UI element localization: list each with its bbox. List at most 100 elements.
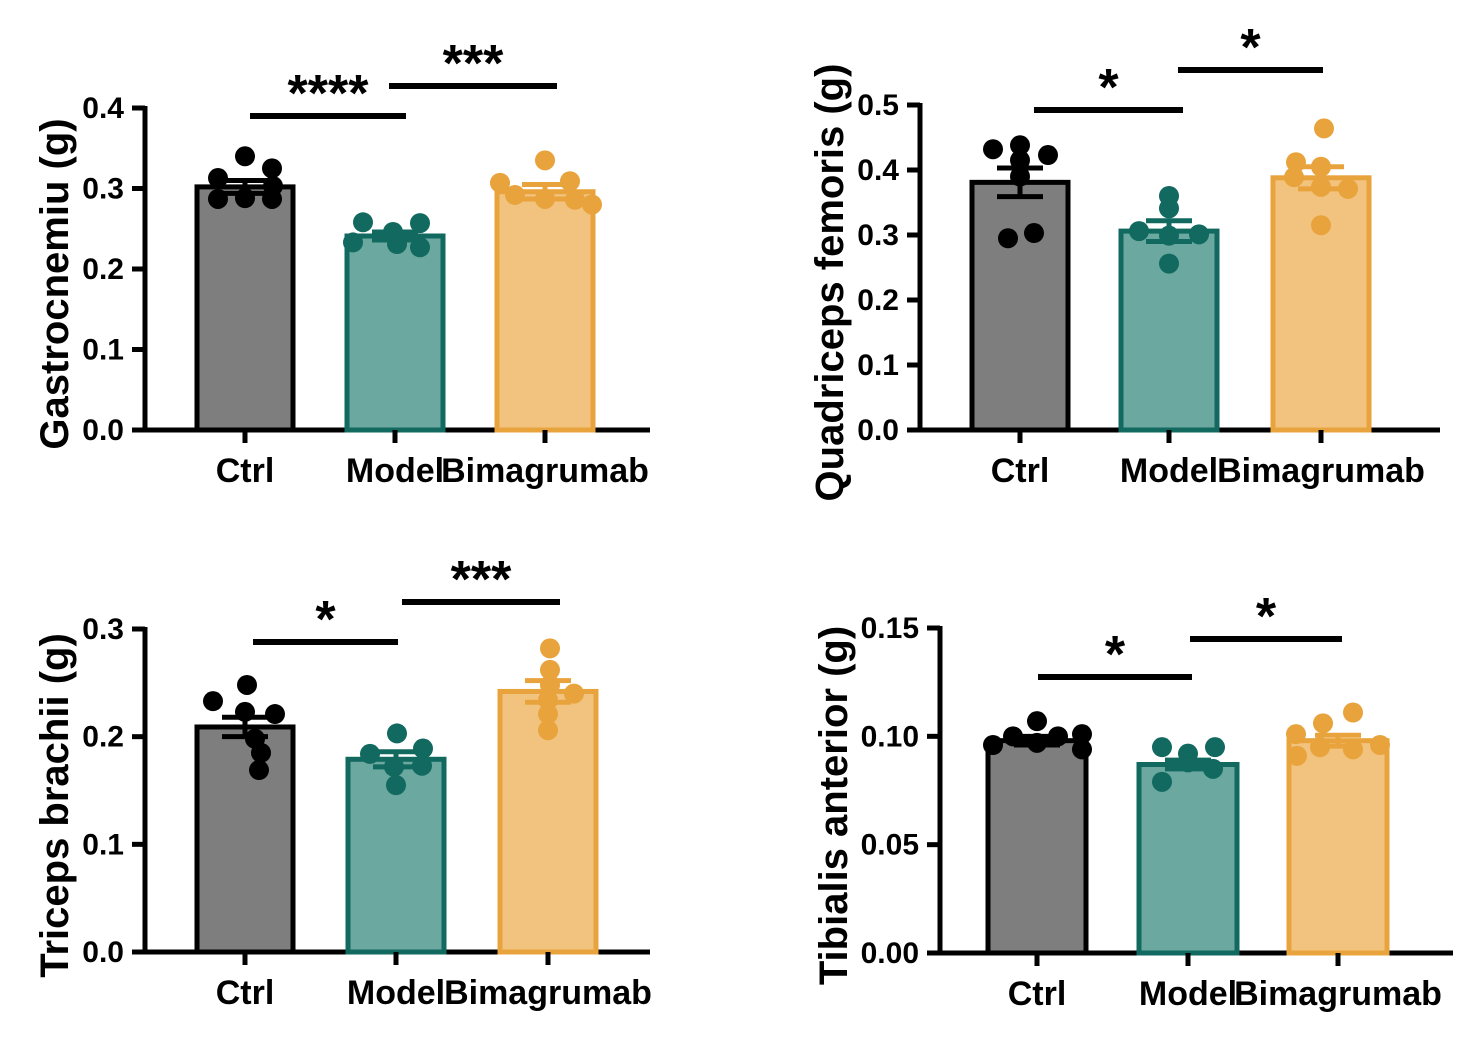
data-point-bimagrumab [490,172,510,193]
data-point-bimagrumab [505,184,525,205]
data-point-ctrl [998,228,1018,249]
data-point-model [360,743,380,764]
error-bar-bimagrumab [1315,732,1361,749]
y-tick-label: 0.2 [82,721,124,754]
data-point-ctrl [983,735,1003,755]
data-point-bimagrumab [560,171,580,192]
y-axis-label: Gastrocnemiu (g) [33,118,77,449]
data-point-bimagrumab [565,189,585,210]
x-tick-label-model: Model [1120,452,1218,490]
data-point-bimagrumab [535,150,555,171]
data-point-model [353,212,373,233]
panel-gastrocnemius: 0.0 0.1 0.2 0.3 0.4 Ctrl Model Bimagrumab Gastro… [0,0,735,523]
bar-ctrl [194,724,296,955]
data-point-model [387,723,407,744]
data-point-bimagrumab [564,683,584,704]
data-point-model [1152,737,1172,758]
data-point-ctrl [1003,726,1023,747]
x-tick-label-model: Model [347,974,445,1012]
data-point-bimagrumab [1314,118,1334,139]
error-bar-model [1146,218,1192,244]
error-bar-ctrl [997,165,1043,200]
panel-quadriceps-femoris: 0.0 0.1 0.2 0.3 0.4 0.5 Ctrl Model Bimagrumab Qua… [735,0,1470,523]
data-point-ctrl [1024,223,1044,244]
x-tick-label-ctrl: Ctrl [216,452,275,490]
x-tick-label-ctrl: Ctrl [991,452,1050,490]
y-tick-label: 0.5 [857,89,899,122]
data-point-model [1159,253,1179,274]
error-bar-model [372,229,418,243]
y-axis-label: Triceps brachii (g) [33,633,77,978]
data-point-bimagrumab [1286,724,1306,745]
data-point-bimagrumab [1343,702,1363,723]
error-bar-bimagrumab [525,678,571,705]
data-point-ctrl [1072,739,1092,760]
data-point-model [1159,198,1179,219]
bar-bimagrumab [1286,738,1390,956]
data-point-model [386,775,406,796]
data-point-model [413,738,433,759]
sig-label: **** [288,65,370,123]
x-tick-label-ctrl: Ctrl [216,974,275,1012]
x-tick-label-model: Model [1139,975,1237,1013]
y-tick-label: 0.00 [861,937,919,970]
sig-label: *** [443,35,504,93]
data-point-bimagrumab [540,659,560,680]
y-tick-label: 0.3 [82,613,124,646]
y-tick-label: 0.2 [857,284,899,317]
x-tick-label-model: Model [346,452,444,490]
data-point-ctrl [262,158,282,179]
y-tick-label: 0.1 [82,334,124,367]
data-point-ctrl [265,704,285,725]
y-tick-label: 0.2 [82,253,124,286]
x-tick-label-bimagrumab: Bimagrumab [444,974,652,1012]
data-point-model [1205,737,1225,758]
error-bar-model [373,749,419,770]
error-bar-bimagrumab [1298,164,1344,192]
data-point-bimagrumab [540,638,560,659]
data-point-bimagrumab [1284,167,1304,188]
sig-label: *** [451,551,512,609]
bar-model [344,233,446,433]
sig-label: * [1240,19,1261,77]
data-point-model [1203,758,1223,779]
data-point-ctrl [1010,150,1030,171]
y-tick-label: 0.0 [857,414,899,447]
error-bar-model [1165,757,1211,772]
y-tick-label: 0.05 [861,829,919,862]
data-point-bimagrumab [1370,735,1390,755]
data-point-bimagrumab [1343,739,1363,760]
data-point-ctrl [249,760,269,781]
data-point-ctrl [203,691,223,712]
bar-model [1136,762,1240,956]
data-point-ctrl [1010,135,1030,156]
sig-label: * [1256,588,1277,646]
data-point-model [1189,224,1209,245]
panel-tibialis-anterior: 0.00 0.05 0.10 0.15 Ctrl Model Bimagrumab Tibia… [735,523,1470,1046]
y-tick-label: 0.4 [82,92,124,125]
y-tick-label: 0.1 [857,349,899,382]
data-point-model [1152,771,1172,792]
x-tick-label-bimagrumab: Bimagrumab [441,452,649,490]
y-tick-label: 0.15 [861,612,919,645]
x-tick-label-bimagrumab: Bimagrumab [1234,975,1442,1013]
error-bar-bimagrumab [522,181,568,202]
error-bar-ctrl [222,177,268,196]
bar-ctrl [985,738,1089,956]
data-point-model [412,755,432,776]
panel-triceps-brachii: 0.0 0.1 0.2 0.3 Ctrl Model Bimagrumab Triceps b… [0,523,735,1046]
x-tick-label-bimagrumab: Bimagrumab [1217,452,1425,490]
data-point-model [343,232,363,253]
error-bar-ctrl [222,714,268,740]
data-point-ctrl [235,146,255,167]
data-point-ctrl [208,168,228,189]
data-point-bimagrumab [1287,745,1307,766]
error-bar-ctrl [1014,733,1060,748]
y-tick-label: 0.10 [861,720,919,753]
data-point-bimagrumab [538,720,558,741]
sig-label: * [1098,59,1119,117]
data-point-bimagrumab [1311,215,1331,236]
